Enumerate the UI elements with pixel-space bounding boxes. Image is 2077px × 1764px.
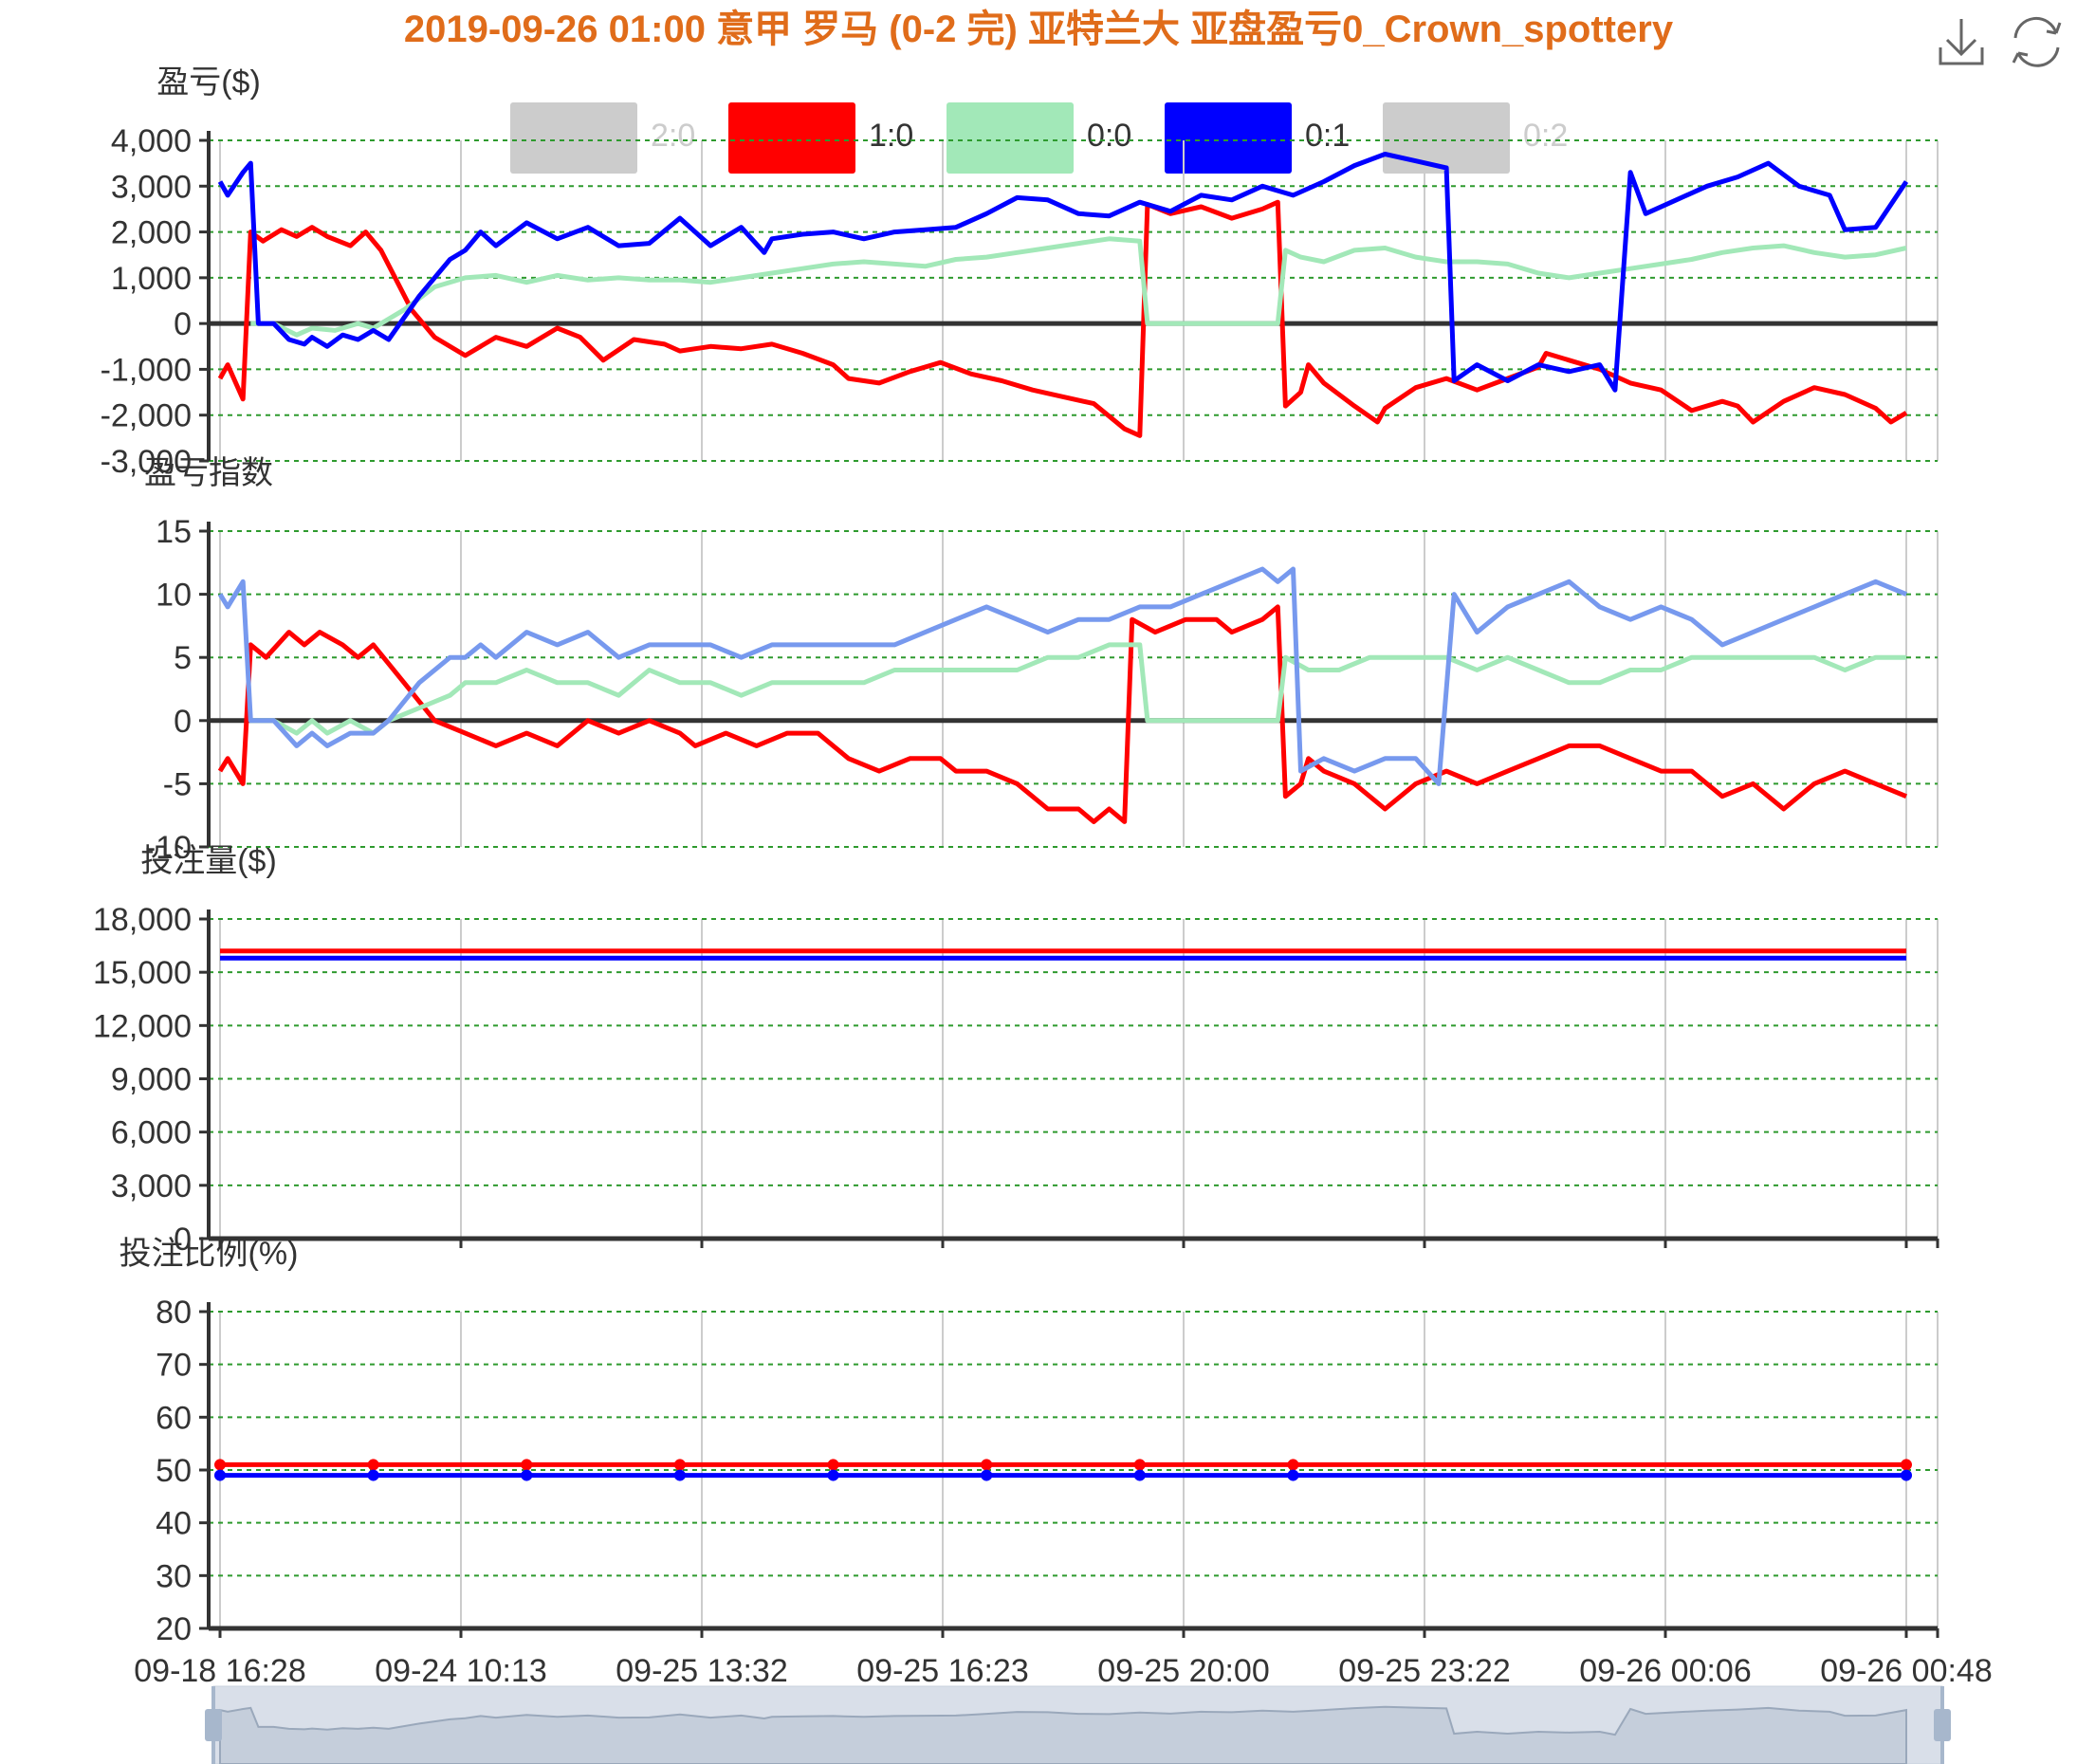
legend-label: 1:0 [869, 118, 913, 154]
y-tick-label: -10 [145, 830, 192, 866]
panel-3: 投注量($) 0 3,000 6,000 9,000 12,000 15,000 18,000 [93, 843, 1939, 1258]
panel-4: 投注比例(%) 20 30 40 50 60 70 80 [119, 1236, 1939, 1647]
legend-swatch [1165, 102, 1292, 174]
zoom-handle-grip [205, 1709, 222, 1741]
series-point-1-0 [673, 1459, 686, 1471]
legend-label: 0:1 [1305, 118, 1350, 154]
y-axis-title: 盈亏($) [156, 64, 261, 101]
y-tick-label: 12,000 [93, 1008, 192, 1044]
y-tick-label: 5 [174, 640, 192, 676]
legend-swatch [510, 102, 637, 174]
chart-panels: 盈亏($) -3,000 -2,000 -1,000 0 1,000 2,000 3,000 4… [93, 64, 1939, 1647]
y-axis-title: 盈亏指数 [144, 455, 273, 491]
x-tick-label: 09-26 00:48 [1820, 1653, 1993, 1689]
y-tick-label: -1,000 [101, 352, 192, 388]
x-tick-label: 09-25 20:00 [1097, 1653, 1270, 1689]
zoom-preview [219, 1705, 1907, 1764]
chart-title: 2019-09-26 01:00 意甲 罗马 (0-2 完) 亚特兰大 亚盘盈亏… [404, 8, 1674, 50]
y-tick-label: -2,000 [101, 398, 192, 434]
y-tick-label: 10 [156, 578, 192, 614]
y-tick-label: 3,000 [111, 169, 192, 205]
y-tick-label: 9,000 [111, 1062, 192, 1098]
series-point-0-1 [981, 1469, 993, 1481]
y-tick-label: 0 [174, 1222, 192, 1258]
series-point-0-1 [367, 1469, 379, 1481]
x-tick-label: 09-25 13:32 [616, 1653, 788, 1689]
series-point-0-1 [214, 1469, 226, 1481]
y-tick-label: 3,000 [111, 1168, 192, 1204]
series-line-1-0 [217, 199, 1908, 438]
series-point-0-1 [827, 1469, 839, 1481]
y-tick-label: 20 [156, 1611, 192, 1647]
y-tick-label: 50 [156, 1453, 192, 1489]
series-point-1-0 [214, 1459, 226, 1471]
refresh-icon[interactable] [2012, 16, 2062, 67]
x-tick-label: 09-25 23:22 [1338, 1653, 1511, 1689]
y-tick-label: 15,000 [93, 955, 192, 991]
y-tick-label: -3,000 [101, 444, 192, 480]
series-point-0-1 [1133, 1469, 1146, 1481]
y-tick-label: 1,000 [111, 261, 192, 297]
series-point-1-0 [981, 1459, 993, 1471]
legend-item-2-0[interactable]: 2:0 [510, 102, 695, 174]
series-point-0-1 [1901, 1469, 1912, 1481]
series-point-1-0 [827, 1459, 839, 1471]
legend-item-0-1[interactable]: 0:1 [1165, 102, 1350, 174]
y-tick-label: 18,000 [93, 902, 192, 938]
panel-2: 盈亏指数 -10 -5 0 5 10 15 [144, 455, 1939, 866]
series-line-1-0 [217, 604, 1907, 824]
series-point-0-1 [673, 1469, 686, 1481]
y-tick-label: 30 [156, 1558, 192, 1594]
series-line-0-0 [250, 236, 1907, 338]
y-tick-label: 70 [156, 1348, 192, 1384]
legend-swatch [1383, 102, 1510, 174]
zoom-handle-grip [1934, 1709, 1951, 1741]
legend-swatch [947, 102, 1074, 174]
y-axis-title: 投注量($) [140, 843, 277, 879]
y-tick-label: 40 [156, 1506, 192, 1542]
y-tick-label: 0 [174, 704, 192, 740]
x-axis: 09-18 16:28 09-24 10:13 09-25 13:32 09-25 1… [134, 1653, 1993, 1689]
x-tick-label: 09-25 16:23 [856, 1653, 1029, 1689]
y-tick-label: 6,000 [111, 1115, 192, 1151]
legend-item-0-0[interactable]: 0:0 [947, 102, 1131, 174]
series-point-1-0 [1287, 1459, 1299, 1471]
toolbar [1939, 16, 2062, 67]
series-line-0-0 [250, 642, 1906, 736]
y-tick-label: 0 [174, 306, 192, 342]
legend-item-1-0[interactable]: 1:0 [728, 102, 913, 174]
series-point-1-0 [367, 1459, 379, 1471]
series-point-1-0 [1133, 1459, 1146, 1471]
download-icon[interactable] [1939, 19, 1984, 65]
legend: 2:0 1:0 0:0 0:1 0:2 [510, 102, 1568, 174]
series-point-0-1 [521, 1469, 533, 1481]
series-point-1-0 [521, 1459, 533, 1471]
zoom-handle-left[interactable] [205, 1686, 222, 1764]
x-tick-label: 09-26 00:06 [1579, 1653, 1752, 1689]
y-tick-label: 15 [156, 514, 192, 550]
y-tick-label: 80 [156, 1295, 192, 1331]
y-tick-label: 60 [156, 1400, 192, 1436]
x-tick-label: 09-18 16:28 [134, 1653, 306, 1689]
series-line-0-1 [217, 566, 1907, 786]
legend-item-0-2[interactable]: 0:2 [1383, 102, 1568, 174]
panel-1: 盈亏($) -3,000 -2,000 -1,000 0 1,000 2,000 3,000 4… [101, 64, 1939, 480]
legend-label: 2:0 [651, 118, 695, 154]
y-tick-label: 2,000 [111, 215, 192, 251]
legend-label: 0:2 [1523, 118, 1568, 154]
zoom-slider[interactable] [205, 1685, 1951, 1764]
y-tick-label: -5 [163, 766, 192, 802]
series-point-0-1 [1287, 1469, 1299, 1481]
y-tick-label: 4,000 [111, 123, 192, 159]
x-tick-label: 09-24 10:13 [375, 1653, 547, 1689]
zoom-handle-right[interactable] [1934, 1686, 1951, 1764]
legend-swatch [728, 102, 855, 174]
legend-label: 0:0 [1087, 118, 1131, 154]
y-axis-title: 投注比例(%) [119, 1236, 299, 1272]
series-line-0-1 [217, 152, 1909, 393]
series-point-1-0 [1901, 1459, 1912, 1471]
